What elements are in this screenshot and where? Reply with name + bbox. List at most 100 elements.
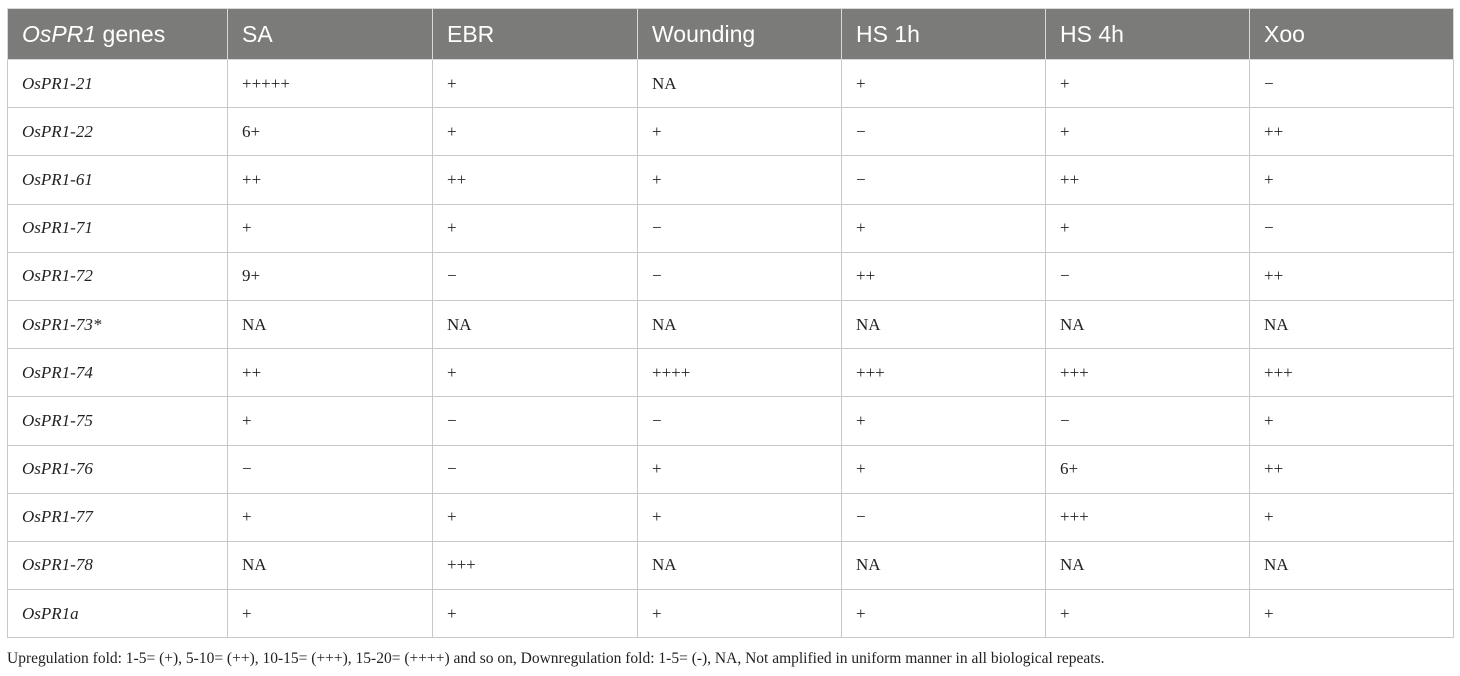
expression-value-cell: NA (637, 299, 842, 350)
expression-value-cell: + (1045, 589, 1250, 639)
expression-value-cell: + (227, 492, 433, 542)
expression-value-cell: 9+ (227, 251, 433, 301)
expression-value-cell: NA (637, 540, 842, 591)
expression-value-cell: ++ (841, 251, 1046, 301)
expression-value-cell: ++ (1045, 155, 1250, 205)
header-wounding: Wounding (637, 8, 842, 60)
expression-value-cell: + (637, 155, 842, 205)
expression-value-cell: NA (1249, 540, 1454, 591)
expression-value-cell: ++ (227, 348, 433, 398)
expression-value-cell: + (432, 492, 638, 542)
expression-value-cell: +++ (1045, 492, 1250, 542)
table-row: OsPR1-71 + + − + + − (7, 203, 1454, 253)
gene-name-cell: OsPR1-78 (7, 540, 228, 591)
header-genes-italic: OsPR1 (22, 20, 97, 47)
expression-table: OsPR1 genes SA EBR Wounding HS 1h HS 4h … (7, 8, 1454, 639)
expression-value-cell: NA (432, 299, 638, 350)
expression-value-cell: + (1045, 107, 1250, 157)
expression-value-cell: ++ (1249, 444, 1454, 494)
table-row: OsPR1-74 ++ + ++++ +++ +++ +++ (7, 348, 1454, 398)
expression-value-cell: + (227, 396, 433, 446)
gene-name-cell: OsPR1-21 (7, 58, 228, 109)
expression-value-cell: − (432, 444, 638, 494)
expression-value-cell: + (1045, 203, 1250, 253)
expression-value-cell: ++ (1249, 107, 1454, 157)
expression-value-cell: + (637, 107, 842, 157)
expression-value-cell: + (637, 589, 842, 639)
expression-value-cell: − (841, 155, 1046, 205)
header-genes-rest: genes (96, 20, 166, 47)
expression-value-cell: − (227, 444, 433, 494)
expression-value-cell: +++ (841, 348, 1046, 398)
table-header: OsPR1 genes SA EBR Wounding HS 1h HS 4h … (7, 8, 1454, 60)
expression-value-cell: + (637, 444, 842, 494)
table-row: OsPR1-78 NA +++ NA NA NA NA (7, 540, 1454, 591)
expression-value-cell: − (637, 251, 842, 301)
expression-value-cell: +++ (432, 540, 638, 591)
gene-name-cell: OsPR1-74 (7, 348, 228, 398)
expression-value-cell: − (432, 396, 638, 446)
expression-value-cell: NA (227, 540, 433, 591)
expression-value-cell: + (841, 58, 1046, 109)
gene-name-cell: OsPR1-22 (7, 107, 228, 157)
header-hs-1h: HS 1h (841, 8, 1046, 60)
expression-value-cell: +++++ (227, 58, 433, 109)
expression-value-cell: NA (637, 58, 842, 109)
expression-value-cell: + (227, 589, 433, 639)
expression-value-cell: − (637, 203, 842, 253)
expression-value-cell: ++++ (637, 348, 842, 398)
table-row: OsPR1-61 ++ ++ + − ++ + (7, 155, 1454, 205)
header-xoo: Xoo (1249, 8, 1454, 60)
gene-name-cell: OsPR1-73* (7, 299, 228, 350)
expression-value-cell: NA (841, 299, 1046, 350)
data-table-container: OsPR1 genes SA EBR Wounding HS 1h HS 4h … (7, 8, 1454, 639)
table-row: OsPR1a + + + + + + (7, 589, 1454, 639)
table-row: OsPR1-21 +++++ + NA + + − (7, 58, 1454, 109)
expression-value-cell: + (432, 58, 638, 109)
expression-value-cell: + (1249, 155, 1454, 205)
expression-value-cell: + (432, 589, 638, 639)
expression-value-cell: NA (1045, 540, 1250, 591)
expression-value-cell: ++ (227, 155, 433, 205)
header-genes: OsPR1 genes (7, 8, 228, 60)
expression-value-cell: +++ (1249, 348, 1454, 398)
expression-value-cell: NA (1045, 299, 1250, 350)
expression-value-cell: − (637, 396, 842, 446)
expression-value-cell: ++ (1249, 251, 1454, 301)
expression-value-cell: − (841, 492, 1046, 542)
expression-value-cell: + (1249, 396, 1454, 446)
gene-name-cell: OsPR1-72 (7, 251, 228, 301)
expression-value-cell: − (1045, 251, 1250, 301)
header-row: OsPR1 genes SA EBR Wounding HS 1h HS 4h … (7, 8, 1454, 60)
gene-name-cell: OsPR1a (7, 589, 228, 639)
expression-value-cell: − (1249, 203, 1454, 253)
table-row: OsPR1-72 9+ − − ++ − ++ (7, 251, 1454, 301)
header-sa: SA (227, 8, 433, 60)
table-footnote: Upregulation fold: 1-5= (+), 5-10= (++),… (7, 650, 1105, 667)
expression-value-cell: + (841, 396, 1046, 446)
expression-value-cell: + (1045, 58, 1250, 109)
gene-name-cell: OsPR1-75 (7, 396, 228, 446)
header-ebr: EBR (432, 8, 638, 60)
table-row: OsPR1-75 + − − + − + (7, 396, 1454, 446)
gene-name-cell: OsPR1-77 (7, 492, 228, 542)
expression-value-cell: NA (1249, 299, 1454, 350)
expression-value-cell: + (432, 203, 638, 253)
expression-value-cell: NA (841, 540, 1046, 591)
expression-value-cell: + (432, 107, 638, 157)
expression-value-cell: 6+ (1045, 444, 1250, 494)
header-hs-4h: HS 4h (1045, 8, 1250, 60)
expression-value-cell: − (841, 107, 1046, 157)
expression-value-cell: − (1045, 396, 1250, 446)
expression-value-cell: + (841, 589, 1046, 639)
gene-name-cell: OsPR1-76 (7, 444, 228, 494)
expression-value-cell: ++ (432, 155, 638, 205)
gene-name-cell: OsPR1-61 (7, 155, 228, 205)
expression-value-cell: + (637, 492, 842, 542)
table-row: OsPR1-73* NA NA NA NA NA NA (7, 299, 1454, 350)
expression-value-cell: + (841, 444, 1046, 494)
expression-value-cell: + (841, 203, 1046, 253)
expression-value-cell: + (227, 203, 433, 253)
expression-value-cell: − (1249, 58, 1454, 109)
table-row: OsPR1-76− − + +6+ ++ (7, 444, 1454, 494)
